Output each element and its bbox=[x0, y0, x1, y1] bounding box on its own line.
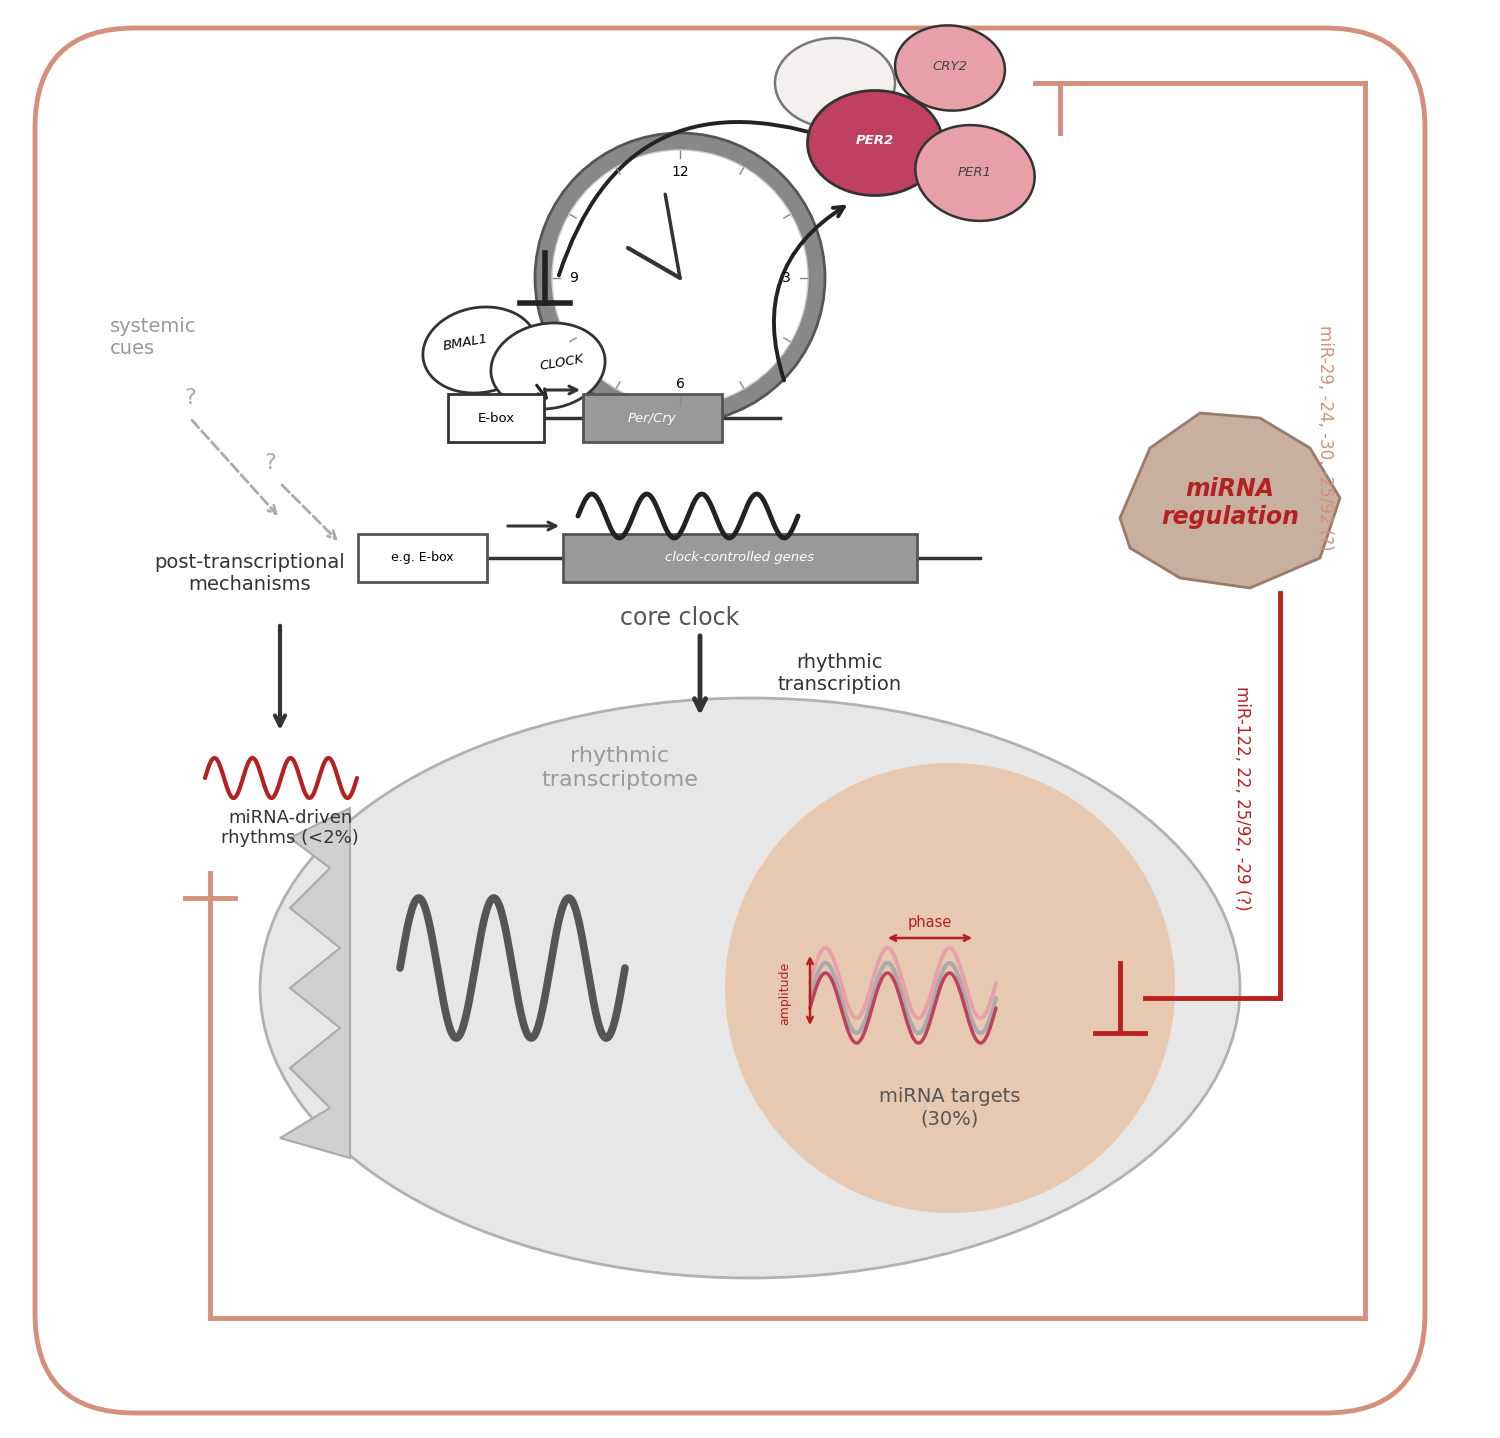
Ellipse shape bbox=[423, 306, 537, 393]
FancyBboxPatch shape bbox=[358, 533, 488, 582]
Circle shape bbox=[536, 132, 825, 423]
Text: BMAL1: BMAL1 bbox=[441, 332, 489, 354]
Text: 12: 12 bbox=[670, 165, 688, 178]
FancyBboxPatch shape bbox=[584, 394, 722, 441]
Ellipse shape bbox=[807, 91, 942, 196]
Text: ?: ? bbox=[264, 453, 276, 473]
Text: 9: 9 bbox=[570, 270, 579, 285]
Text: post-transcriptional
mechanisms: post-transcriptional mechanisms bbox=[154, 552, 345, 594]
Polygon shape bbox=[280, 808, 350, 1158]
Text: core clock: core clock bbox=[621, 605, 740, 630]
Text: PER1: PER1 bbox=[958, 167, 992, 180]
Ellipse shape bbox=[260, 697, 1240, 1278]
Ellipse shape bbox=[490, 324, 604, 408]
Text: e.g. E-box: e.g. E-box bbox=[390, 552, 453, 565]
Text: 3: 3 bbox=[782, 270, 790, 285]
Text: miRNA-driven
rhythms (<2%): miRNA-driven rhythms (<2%) bbox=[220, 808, 358, 847]
Ellipse shape bbox=[896, 26, 1005, 111]
Polygon shape bbox=[1120, 413, 1340, 588]
Text: miRNA
regulation: miRNA regulation bbox=[1161, 477, 1299, 529]
Text: clock-controlled genes: clock-controlled genes bbox=[666, 552, 814, 565]
Text: miR-29, -24, -30, -25/92 (?): miR-29, -24, -30, -25/92 (?) bbox=[1316, 325, 1334, 551]
Text: E-box: E-box bbox=[477, 411, 514, 424]
Text: PER2: PER2 bbox=[856, 134, 894, 147]
Ellipse shape bbox=[724, 764, 1174, 1214]
FancyBboxPatch shape bbox=[562, 533, 916, 582]
Text: CRY2: CRY2 bbox=[933, 59, 968, 72]
Text: 6: 6 bbox=[675, 377, 684, 391]
Text: miRNA targets
(30%): miRNA targets (30%) bbox=[879, 1087, 1020, 1129]
FancyBboxPatch shape bbox=[448, 394, 544, 441]
Text: rhythmic
transcription: rhythmic transcription bbox=[778, 653, 902, 693]
Text: CLOCK: CLOCK bbox=[538, 352, 585, 374]
Text: phase: phase bbox=[908, 916, 952, 930]
Text: rhythmic
transcriptome: rhythmic transcriptome bbox=[542, 746, 699, 789]
Text: Per/Cry: Per/Cry bbox=[627, 411, 676, 424]
Text: miR-122, 22, 25/92, -29 (?): miR-122, 22, 25/92, -29 (?) bbox=[1233, 686, 1251, 910]
Text: amplitude: amplitude bbox=[778, 962, 792, 1025]
Circle shape bbox=[552, 150, 808, 406]
Ellipse shape bbox=[776, 37, 896, 128]
Text: ?: ? bbox=[184, 388, 196, 408]
Ellipse shape bbox=[915, 125, 1035, 221]
Text: systemic
cues: systemic cues bbox=[110, 318, 196, 358]
